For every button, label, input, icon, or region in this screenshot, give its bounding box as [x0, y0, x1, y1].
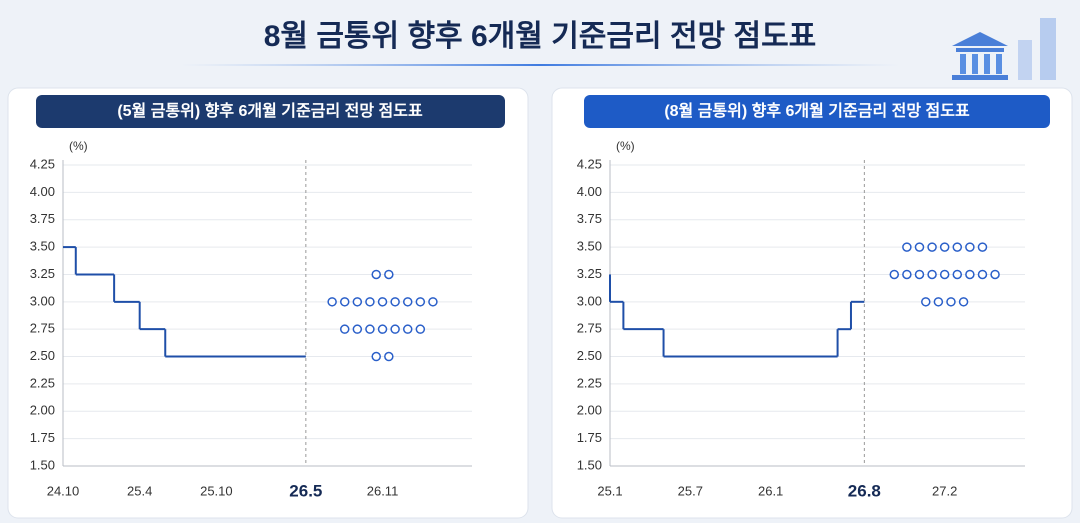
- y-tick-label: 3.00: [30, 293, 55, 308]
- x-tick-label: 25.7: [678, 483, 703, 498]
- forecast-dot: [352, 297, 363, 307]
- forecast-dot: [390, 297, 400, 307]
- y-tick-label: 3.50: [30, 239, 55, 254]
- panel-title-bar: [584, 95, 1050, 128]
- forecast-dot: [415, 297, 426, 307]
- forecast-dot: [371, 269, 381, 280]
- y-tick-label: 2.50: [577, 348, 602, 363]
- forecast-dot: [939, 242, 950, 252]
- forecast-dot: [958, 297, 969, 307]
- forecast-dot: [902, 242, 912, 252]
- y-tick-label: 3.00: [577, 293, 602, 308]
- y-tick-label: 3.50: [577, 239, 602, 254]
- forecast-dot: [402, 324, 413, 334]
- x-tick-label: 26.5: [289, 481, 322, 500]
- y-tick-label: 2.25: [30, 375, 55, 390]
- page-title: 8월 금통위 향후 6개월 기준금리 전망 점도표: [264, 20, 817, 53]
- y-tick-label: 3.75: [30, 211, 55, 226]
- x-tick-label: 27.2: [932, 483, 957, 498]
- y-tick-label: 1.50: [30, 457, 55, 472]
- y-tick-label: 4.00: [577, 184, 602, 199]
- x-tick-label: 26.8: [848, 481, 881, 500]
- forecast-dot: [952, 242, 963, 252]
- forecast-dot: [428, 297, 438, 307]
- y-tick-label: 4.25: [577, 156, 602, 171]
- x-tick-label: 26.11: [367, 483, 399, 498]
- y-tick-label: 4.00: [30, 184, 55, 199]
- y-tick-label: 2.75: [577, 321, 602, 336]
- forecast-dot: [384, 269, 394, 280]
- forecast-dot: [902, 269, 912, 280]
- forecast-dot: [889, 269, 900, 280]
- forecast-dot: [371, 351, 381, 362]
- forecast-dot: [933, 297, 944, 307]
- forecast-dot: [914, 269, 925, 280]
- forecast-dot: [952, 269, 963, 280]
- forecast-dot: [965, 269, 975, 280]
- forecast-dot: [927, 269, 937, 280]
- y-tick-label: 2.00: [30, 403, 55, 418]
- forecast-dot: [977, 269, 988, 280]
- y-tick-label: 4.25: [30, 156, 55, 171]
- forecast-dot: [927, 242, 937, 252]
- x-tick-label: 25.4: [127, 483, 152, 498]
- y-tick-label: 1.75: [30, 430, 55, 445]
- bank-icon: [952, 18, 1056, 80]
- forecast-dot: [914, 242, 925, 252]
- forecast-dot: [946, 297, 956, 307]
- forecast-dot: [965, 242, 975, 252]
- panel-title: (5월 금통위) 향후 6개월 기준금리 전망 점도표: [117, 101, 423, 120]
- y-axis-label: (%): [616, 139, 635, 153]
- forecast-dot: [377, 324, 388, 334]
- forecast-dot: [365, 297, 375, 307]
- forecast-dot: [939, 269, 950, 280]
- forecast-dot: [327, 297, 337, 307]
- forecast-dot: [352, 324, 363, 334]
- forecast-dot: [365, 324, 375, 334]
- forecast-dot: [977, 242, 988, 252]
- panel-title: (8월 금통위) 향후 6개월 기준금리 전망 점도표: [664, 101, 970, 120]
- y-tick-label: 3.75: [577, 211, 602, 226]
- forecast-dot: [921, 297, 931, 307]
- y-tick-label: 2.00: [577, 403, 602, 418]
- y-tick-label: 2.75: [30, 321, 55, 336]
- forecast-dot: [339, 297, 350, 307]
- panel: [7, 87, 529, 519]
- title-underline: [180, 64, 900, 66]
- forecast-dot: [377, 297, 388, 307]
- y-tick-label: 1.75: [577, 430, 602, 445]
- forecast-dot: [390, 324, 400, 334]
- forecast-dot: [415, 324, 426, 334]
- y-tick-label: 1.50: [577, 457, 602, 472]
- panel: [551, 87, 1073, 519]
- forecast-dot: [990, 269, 1000, 280]
- y-axis-label: (%): [69, 139, 88, 153]
- panel-title-bar: [36, 95, 505, 128]
- forecast-dot: [402, 297, 413, 307]
- x-tick-label: 26.1: [758, 483, 783, 498]
- forecast-dot: [384, 351, 394, 362]
- x-tick-label: 25.10: [200, 483, 233, 498]
- x-tick-label: 25.1: [597, 483, 622, 498]
- y-tick-label: 2.50: [30, 348, 55, 363]
- y-tick-label: 3.25: [577, 266, 602, 281]
- forecast-dot: [339, 324, 350, 334]
- y-tick-label: 3.25: [30, 266, 55, 281]
- x-tick-label: 24.10: [47, 483, 80, 498]
- y-tick-label: 2.25: [577, 375, 602, 390]
